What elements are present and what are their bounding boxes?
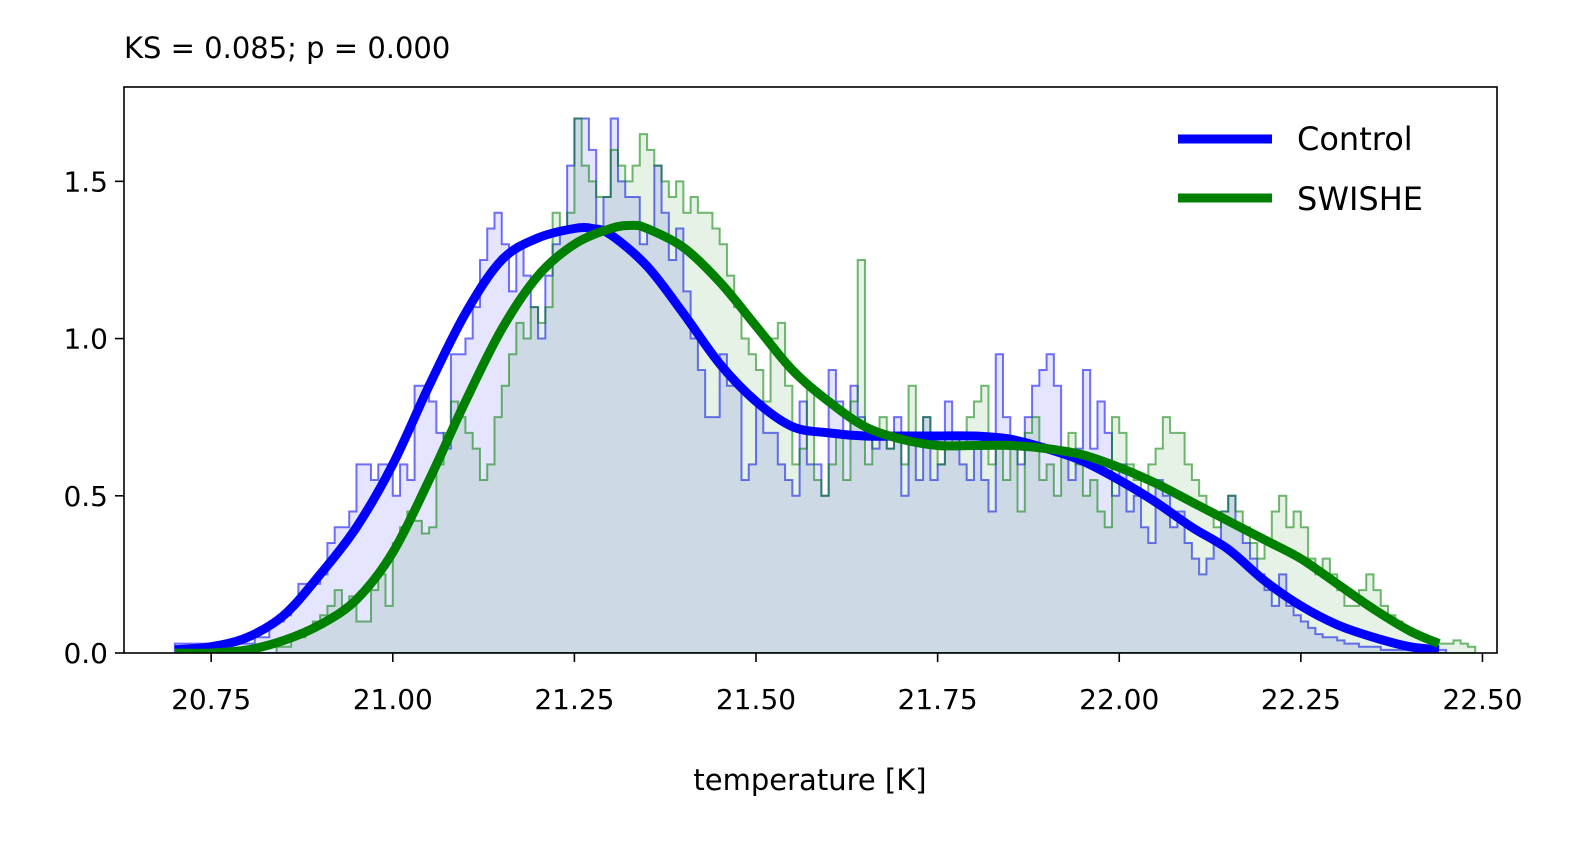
y-tick-label: 0.0: [63, 637, 108, 670]
legend-label-control: Control: [1297, 120, 1413, 158]
kde-line-swishe: [174, 220, 1441, 653]
x-tick-label: 21.00: [353, 683, 433, 716]
x-tick-label: 21.75: [898, 683, 978, 716]
chart-title: KS = 0.085; p = 0.000: [124, 31, 450, 65]
x-tick-label: 21.50: [716, 683, 796, 716]
x-axis: 20.75 21.00 21.25 21.50 21.75 22.00 22.25 22.50: [171, 653, 1523, 716]
x-tick-label: 20.75: [171, 683, 251, 716]
y-tick-label: 1.0: [63, 323, 108, 356]
y-axis: 0.0 0.5 1.0 1.5: [63, 165, 124, 670]
kde-layer: [174, 220, 1441, 653]
x-tick-label: 22.00: [1079, 683, 1159, 716]
x-tick-label: 22.50: [1442, 683, 1522, 716]
plot-area: [173, 117, 1477, 653]
x-tick-label: 22.25: [1261, 683, 1341, 716]
x-tick-label: 21.25: [534, 683, 614, 716]
x-axis-label: temperature [K]: [693, 763, 926, 797]
legend-label-swishe: SWISHE: [1297, 180, 1423, 218]
kde-line-control: [174, 223, 1440, 653]
plot-frame: [123, 86, 1498, 654]
y-tick-label: 1.5: [63, 165, 108, 198]
y-tick-label: 0.5: [63, 480, 108, 513]
legend: Control SWISHE: [1178, 120, 1423, 218]
